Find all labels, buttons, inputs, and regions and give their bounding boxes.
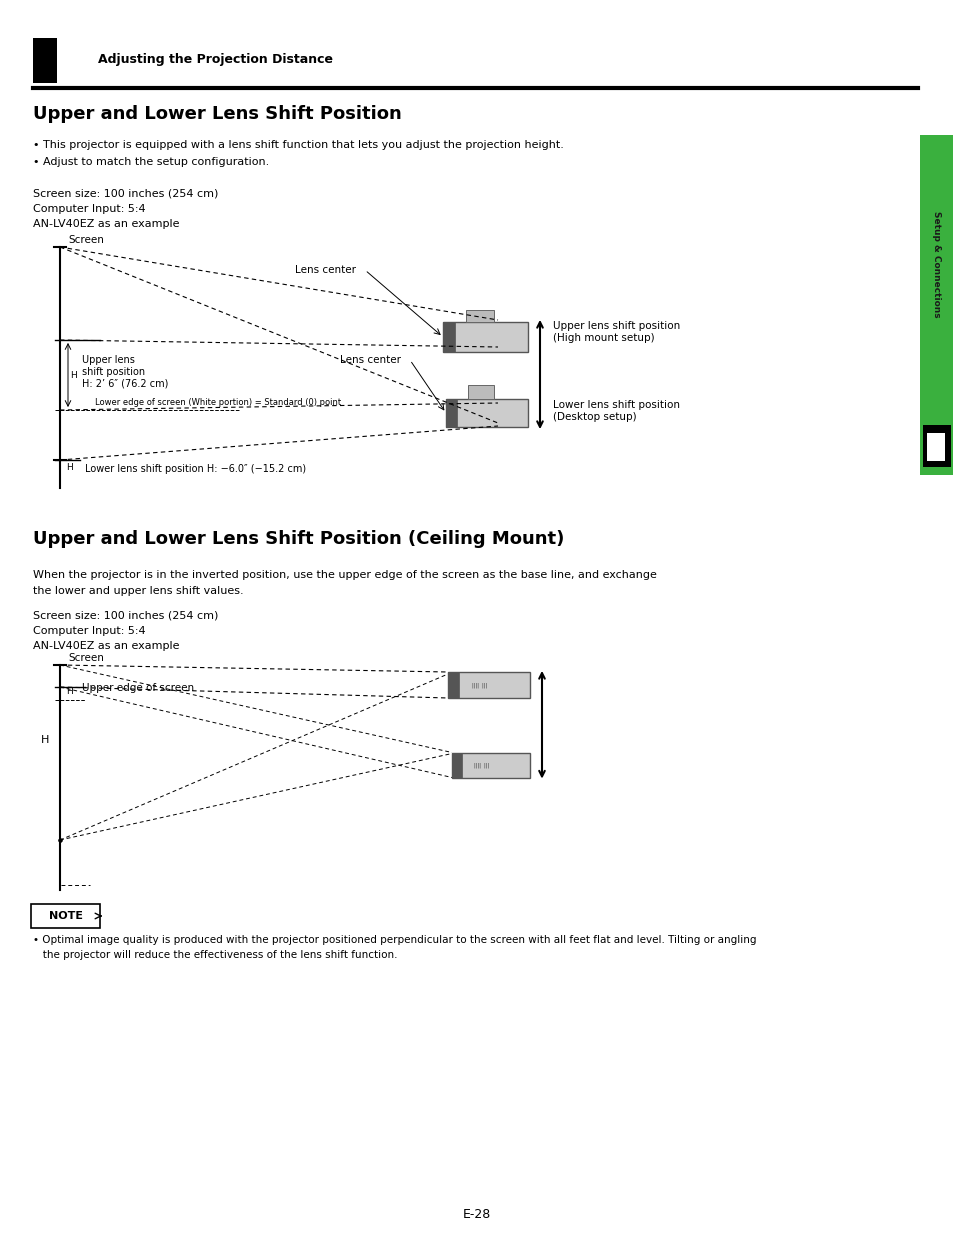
FancyBboxPatch shape <box>442 322 527 352</box>
Text: Screen size: 100 inches (254 cm): Screen size: 100 inches (254 cm) <box>33 188 218 198</box>
Text: Setup & Connections: Setup & Connections <box>931 211 941 317</box>
Text: Screen size: 100 inches (254 cm): Screen size: 100 inches (254 cm) <box>33 610 218 620</box>
Bar <box>926 433 944 461</box>
Bar <box>465 310 494 322</box>
Text: AN-LV40EZ as an example: AN-LV40EZ as an example <box>33 641 179 651</box>
Text: H: H <box>70 370 76 379</box>
Text: E-28: E-28 <box>462 1209 491 1221</box>
Text: Computer Input: 5:4: Computer Input: 5:4 <box>33 625 146 636</box>
FancyBboxPatch shape <box>452 752 530 778</box>
FancyBboxPatch shape <box>448 672 530 698</box>
Text: Upper lens
shift position
H: 2’ 6″ (76.2 cm): Upper lens shift position H: 2’ 6″ (76.2… <box>82 354 168 388</box>
Text: Computer Input: 5:4: Computer Input: 5:4 <box>33 204 146 214</box>
Bar <box>923 425 950 467</box>
Text: • This projector is equipped with a lens shift function that lets you adjust the: • This projector is equipped with a lens… <box>33 140 563 149</box>
Text: NOTE: NOTE <box>49 911 82 921</box>
Text: Lower edge of screen (White portion) = Standard (0) point: Lower edge of screen (White portion) = S… <box>95 398 341 408</box>
Text: Adjusting the Projection Distance: Adjusting the Projection Distance <box>98 53 333 67</box>
Text: H: H <box>66 463 72 472</box>
Text: ||||  |||: |||| ||| <box>474 762 489 768</box>
Text: Lens center: Lens center <box>339 354 400 366</box>
Text: Screen: Screen <box>68 235 104 245</box>
Text: Upper and Lower Lens Shift Position (Ceiling Mount): Upper and Lower Lens Shift Position (Cei… <box>33 530 564 548</box>
Text: AN-LV40EZ as an example: AN-LV40EZ as an example <box>33 219 179 228</box>
Bar <box>446 399 456 427</box>
Bar <box>468 385 494 399</box>
Text: H: H <box>66 687 72 697</box>
Text: When the projector is in the inverted position, use the upper edge of the screen: When the projector is in the inverted po… <box>33 571 657 580</box>
Text: ||||  |||: |||| ||| <box>472 682 487 688</box>
Text: Lower lens shift position H: −6.0″ (−15.2 cm): Lower lens shift position H: −6.0″ (−15.… <box>85 464 306 474</box>
Text: • Optimal image quality is produced with the projector positioned perpendicular : • Optimal image quality is produced with… <box>33 935 756 945</box>
Text: H: H <box>41 735 50 745</box>
FancyBboxPatch shape <box>446 399 527 427</box>
Text: Upper edge of screen: Upper edge of screen <box>82 683 193 693</box>
Text: Upper and Lower Lens Shift Position: Upper and Lower Lens Shift Position <box>33 105 401 124</box>
Bar <box>452 752 461 778</box>
Bar <box>33 38 57 83</box>
Text: Lens center: Lens center <box>294 266 355 275</box>
Bar <box>448 672 458 698</box>
Text: • Adjust to match the setup configuration.: • Adjust to match the setup configuratio… <box>33 157 269 167</box>
Bar <box>919 135 953 475</box>
Text: Screen: Screen <box>68 653 104 663</box>
Text: Upper lens shift position
(High mount setup): Upper lens shift position (High mount se… <box>553 321 679 343</box>
Text: Lower lens shift position
(Desktop setup): Lower lens shift position (Desktop setup… <box>553 400 679 422</box>
Bar <box>442 322 455 352</box>
FancyBboxPatch shape <box>30 904 100 927</box>
Text: the lower and upper lens shift values.: the lower and upper lens shift values. <box>33 585 243 597</box>
Text: the projector will reduce the effectiveness of the lens shift function.: the projector will reduce the effectiven… <box>33 951 397 961</box>
